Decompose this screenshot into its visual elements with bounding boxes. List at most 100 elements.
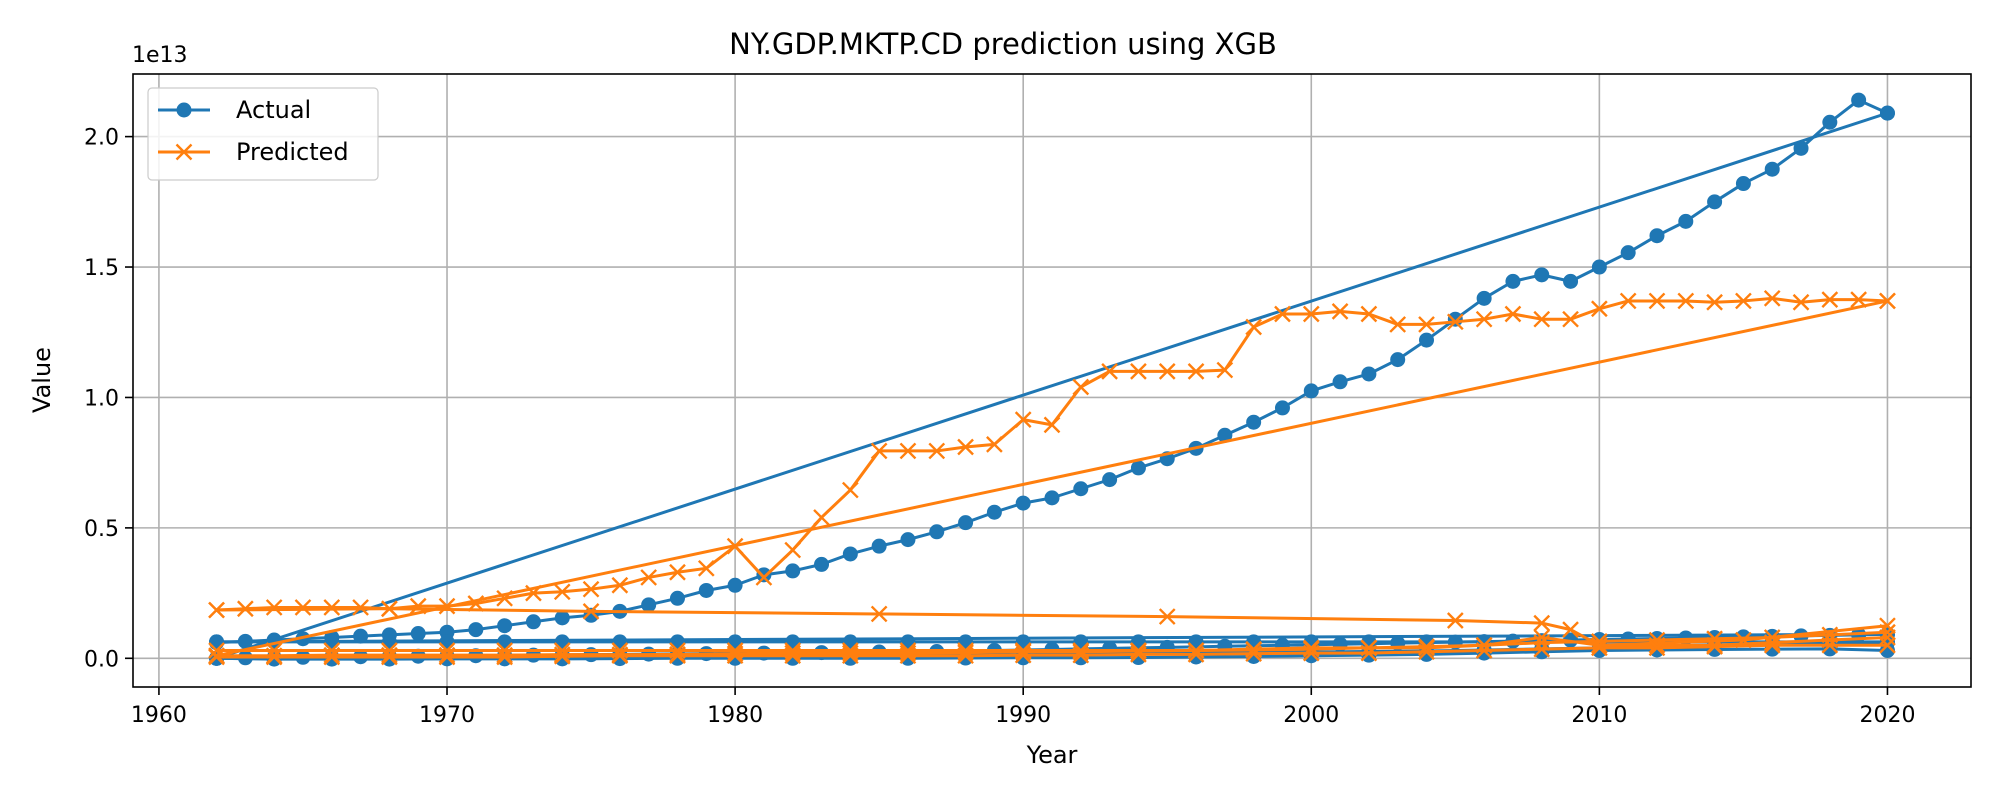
y-axis-label: Value — [28, 347, 56, 413]
data-point-predicted — [697, 559, 715, 577]
data-point-predicted — [1562, 310, 1579, 328]
data-point-actual — [439, 634, 455, 650]
data-point-predicted — [1014, 642, 1032, 659]
data-point-predicted — [1821, 291, 1839, 308]
data-point-predicted — [1389, 316, 1407, 333]
data-point-predicted — [381, 600, 398, 618]
data-point-predicted — [237, 600, 254, 618]
data-point-predicted — [323, 646, 341, 664]
data-point-actual — [1073, 481, 1089, 497]
data-point-predicted — [1302, 639, 1320, 657]
data-point-predicted — [669, 647, 686, 665]
data-point-predicted — [640, 569, 658, 586]
data-point-actual — [641, 597, 657, 613]
data-point-predicted — [1187, 646, 1205, 663]
data-point-actual — [1707, 194, 1723, 210]
data-point-predicted — [1130, 642, 1147, 659]
data-point-predicted — [1879, 629, 1896, 646]
data-point-actual — [1822, 114, 1838, 130]
data-point-predicted — [323, 642, 341, 659]
data-point-predicted — [1072, 378, 1090, 396]
data-point-predicted — [1245, 318, 1263, 336]
data-point-predicted — [1533, 634, 1551, 652]
data-point-predicted — [1879, 292, 1896, 310]
data-point-actual — [497, 618, 513, 634]
x-tick-label: 2010 — [1571, 703, 1627, 728]
data-point-predicted — [841, 647, 859, 665]
x-tick-label: 1960 — [131, 703, 187, 728]
data-point-predicted — [1360, 305, 1378, 323]
data-point-predicted — [784, 541, 802, 559]
data-point-predicted — [1158, 608, 1176, 625]
series-line-actual — [216, 647, 1888, 661]
data-point-predicted — [1591, 633, 1608, 650]
data-point-predicted — [1648, 631, 1666, 649]
data-point-predicted — [1619, 292, 1637, 310]
data-point-predicted — [784, 647, 802, 665]
data-point-predicted — [1014, 411, 1032, 428]
data-point-predicted — [1850, 291, 1867, 308]
data-point-predicted — [669, 563, 686, 581]
data-point-predicted — [957, 438, 974, 456]
data-point-predicted — [1418, 638, 1435, 655]
data-point-predicted — [1533, 310, 1551, 328]
data-point-predicted — [755, 569, 773, 586]
data-point-predicted — [1245, 645, 1263, 662]
data-point-predicted — [1763, 636, 1781, 654]
data-point-predicted — [553, 642, 571, 659]
data-point-predicted — [1360, 644, 1378, 662]
data-point-predicted — [986, 436, 1003, 453]
data-point-predicted — [438, 648, 456, 666]
data-point-predicted — [1533, 614, 1551, 632]
legend-marker-predicted — [175, 143, 193, 161]
data-point-actual — [958, 515, 974, 531]
data-point-predicted — [1879, 617, 1896, 635]
data-point-predicted — [1591, 300, 1608, 318]
data-point-actual — [756, 567, 772, 583]
data-point-predicted — [1591, 639, 1608, 657]
data-point-predicted — [1763, 629, 1781, 646]
data-point-predicted — [1706, 638, 1723, 655]
data-point-predicted — [1072, 642, 1090, 659]
data-point-predicted — [1418, 643, 1435, 661]
data-point-predicted — [1562, 621, 1579, 638]
data-point-predicted — [1648, 636, 1666, 654]
data-point-predicted — [1763, 634, 1781, 652]
data-point-actual — [324, 634, 340, 650]
data-point-predicted — [957, 644, 974, 661]
y-offset-label: 1e13 — [132, 43, 188, 68]
data-point-predicted — [1879, 636, 1896, 654]
data-point-predicted — [1533, 629, 1551, 646]
data-point-predicted — [496, 646, 513, 664]
data-point-predicted — [208, 648, 225, 666]
data-point-predicted — [496, 642, 513, 659]
data-point-predicted — [1648, 639, 1666, 657]
data-point-predicted — [1187, 642, 1205, 659]
data-point-predicted — [1216, 361, 1234, 379]
data-point-actual — [1505, 273, 1521, 289]
data-point-predicted — [1274, 305, 1291, 323]
data-point-actual — [1563, 273, 1579, 289]
data-point-predicted — [438, 597, 456, 615]
data-point-predicted — [1735, 631, 1752, 649]
data-point-predicted — [1446, 313, 1464, 331]
chart-title: NY.GDP.MKTP.CD prediction using XGB — [729, 27, 1277, 61]
data-point-predicted — [1101, 363, 1118, 380]
legend-item-predicted: Predicted — [158, 138, 349, 166]
data-point-predicted — [323, 648, 341, 666]
data-point-actual — [1476, 290, 1492, 306]
series-layer — [208, 92, 1896, 667]
data-point-predicted — [409, 597, 427, 615]
series-line-predicted — [216, 643, 1888, 659]
data-point-predicted — [784, 642, 802, 659]
data-point-actual — [929, 524, 945, 540]
data-point-predicted — [1706, 630, 1723, 648]
data-point-predicted — [784, 644, 802, 662]
data-point-predicted — [726, 647, 744, 665]
data-point-predicted — [467, 595, 485, 612]
data-point-predicted — [1792, 293, 1810, 311]
data-point-predicted — [265, 648, 283, 666]
data-point-actual — [497, 634, 513, 650]
data-point-predicted — [841, 642, 859, 659]
y-tick-label: 0.5 — [84, 517, 119, 542]
